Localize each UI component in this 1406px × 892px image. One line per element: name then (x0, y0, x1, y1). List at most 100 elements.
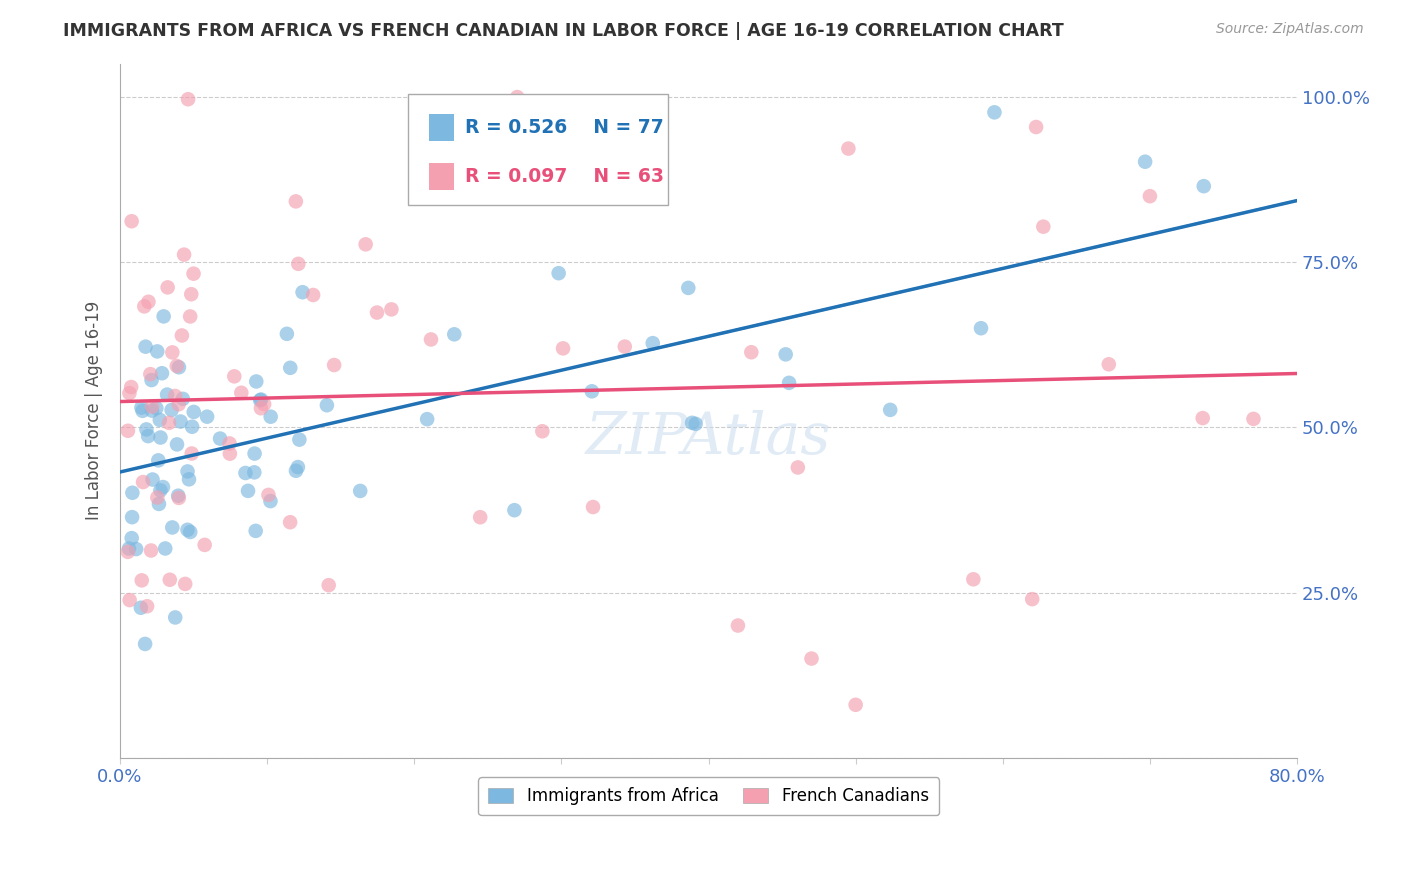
Point (166, 437, 188, 451)
Point (131, 574, 153, 588)
Point (727, 618, 749, 632)
Text: Source: ZipAtlas.com: Source: ZipAtlas.com (1216, 22, 1364, 37)
Point (136, 599, 159, 614)
Point (118, 593, 141, 607)
Point (278, 515, 301, 529)
Point (121, 531, 143, 545)
Point (224, 369, 246, 384)
Point (778, 376, 800, 390)
Point (166, 359, 188, 373)
Point (740, 345, 762, 359)
Point (245, 375, 267, 389)
Point (174, 577, 197, 591)
Point (179, 310, 201, 324)
Point (288, 433, 311, 447)
Point (845, 698, 868, 712)
Point (141, 473, 163, 487)
Point (165, 389, 187, 403)
Point (149, 431, 172, 445)
Point (117, 545, 139, 559)
Point (172, 392, 194, 406)
Point (150, 366, 173, 380)
Point (156, 280, 179, 294)
Point (162, 345, 184, 359)
Point (366, 305, 388, 319)
Point (118, 541, 141, 556)
Point (148, 497, 170, 511)
Point (1098, 357, 1121, 371)
Point (318, 578, 340, 592)
Point (1025, 120, 1047, 134)
Point (131, 404, 153, 418)
Point (160, 403, 183, 417)
Point (380, 302, 402, 317)
Point (146, 491, 169, 505)
Text: R = 0.097    N = 63: R = 0.097 N = 63 (465, 167, 665, 186)
Text: IMMIGRANTS FROM AFRICA VS FRENCH CANADIAN IN LABOR FORCE | AGE 16-19 CORRELATION: IMMIGRANTS FROM AFRICA VS FRENCH CANADIA… (63, 22, 1064, 40)
Point (551, 342, 574, 356)
Point (167, 491, 190, 505)
Point (284, 194, 307, 209)
Point (135, 340, 157, 354)
Point (139, 367, 162, 381)
Point (259, 494, 281, 508)
Point (962, 572, 984, 586)
Point (169, 415, 191, 429)
Point (148, 453, 170, 467)
Point (503, 503, 526, 517)
Point (243, 446, 266, 460)
Point (141, 403, 163, 417)
Point (134, 637, 156, 651)
Point (1032, 219, 1054, 234)
Point (195, 409, 218, 424)
Point (139, 543, 162, 558)
Point (173, 247, 195, 261)
Point (183, 267, 205, 281)
Point (165, 610, 187, 624)
Point (285, 464, 308, 478)
Point (152, 310, 174, 324)
Point (180, 287, 202, 301)
Point (159, 573, 181, 587)
Point (177, 92, 200, 106)
Point (132, 475, 155, 489)
Point (1021, 592, 1043, 607)
Point (245, 524, 267, 538)
Point (547, 266, 569, 280)
Point (250, 392, 273, 407)
Point (167, 397, 190, 411)
Point (253, 397, 276, 411)
Point (581, 384, 603, 399)
Point (157, 416, 180, 430)
Point (685, 417, 707, 431)
Point (800, 651, 823, 665)
Point (470, 510, 492, 524)
Point (167, 360, 190, 375)
Point (136, 429, 159, 443)
Point (681, 416, 703, 430)
Point (180, 446, 202, 460)
Point (291, 285, 314, 300)
Point (879, 402, 901, 417)
Point (117, 424, 139, 438)
Point (837, 142, 859, 156)
Point (167, 489, 190, 503)
Point (250, 401, 273, 416)
Point (506, 90, 529, 104)
Point (179, 524, 201, 539)
Point (970, 321, 993, 335)
Point (678, 281, 700, 295)
Point (231, 385, 253, 400)
Point (613, 340, 636, 354)
Point (420, 333, 443, 347)
Point (775, 347, 797, 361)
Point (323, 358, 346, 372)
Point (235, 466, 257, 480)
Point (118, 386, 141, 401)
Point (134, 299, 156, 313)
Point (170, 328, 193, 343)
Point (149, 483, 172, 498)
Point (641, 336, 664, 351)
Point (149, 413, 172, 427)
Point (422, 182, 444, 196)
